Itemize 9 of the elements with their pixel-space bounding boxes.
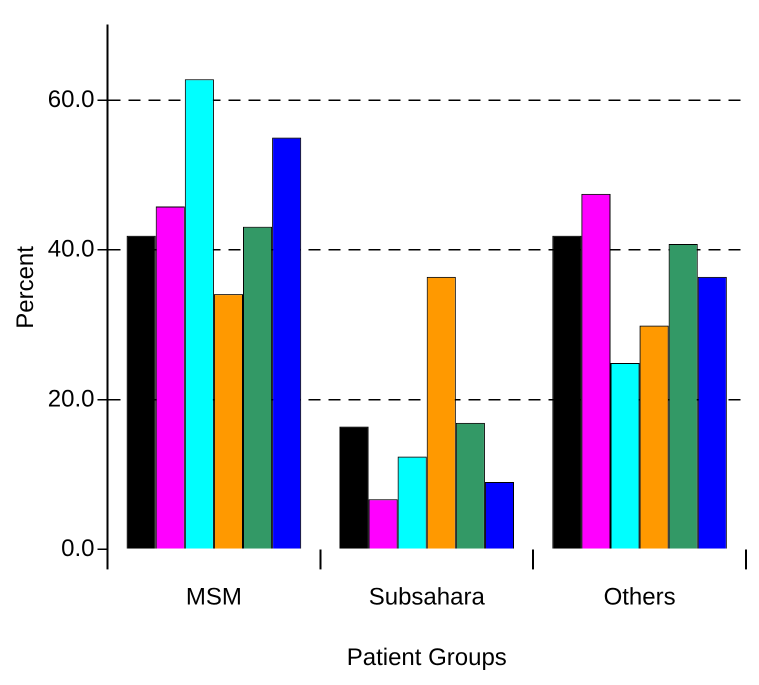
x-tick-label: Others [604,583,676,610]
y-tick-label: 40.0 [48,236,95,263]
x-axis-title: Patient Groups [346,644,507,672]
y-tick-label: 0.0 [61,535,95,562]
x-tick-label: MSM [186,583,242,610]
y-tick-label: 20.0 [48,385,95,412]
x-tick-label: Subsahara [368,583,486,610]
y-tick-label: 60.0 [48,86,95,113]
y-axis-title: Percent [12,246,40,329]
